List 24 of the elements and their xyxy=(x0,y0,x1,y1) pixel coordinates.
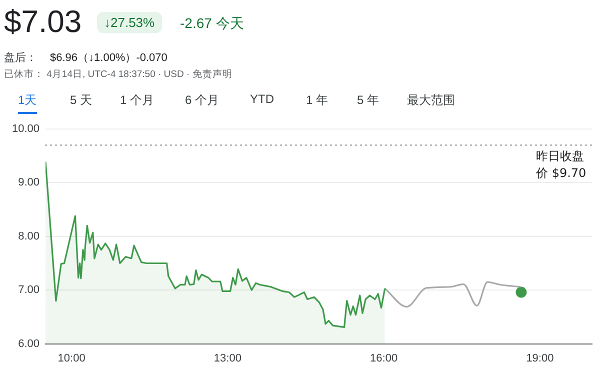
x-tick-label: 19:00 xyxy=(526,352,554,364)
x-tick-label: 16:00 xyxy=(370,352,398,364)
text: ↓27.53% xyxy=(97,12,162,33)
y-tick-label: 8.00 xyxy=(18,230,40,242)
text: YTD xyxy=(250,92,274,106)
x-tick-label: 13:00 xyxy=(214,352,242,364)
text: 1 个月 xyxy=(120,92,154,109)
text: 已休市： 4月14日, UTC-4 18:37:50 · USD · 免责声明 xyxy=(4,68,232,81)
text: -2.67 今天 xyxy=(180,15,244,33)
y-tick-label: 9.00 xyxy=(18,176,40,189)
x-tick-label: 10:00 xyxy=(58,352,86,364)
y-tick-label: 6.00 xyxy=(18,338,40,350)
text: 最大范围 xyxy=(407,92,455,109)
text: 1天 xyxy=(18,92,37,114)
y-tick-label: 7.00 xyxy=(18,284,40,296)
text: 1 年 xyxy=(306,92,328,109)
text: 5 年 xyxy=(357,92,380,109)
y-tick-label: 10.00 xyxy=(12,123,40,136)
text: $6.96（↓1.00%）-0.070 xyxy=(50,51,168,65)
text: 5 天 xyxy=(70,92,92,109)
text: 6 个月 xyxy=(185,92,220,109)
text: 盘后： xyxy=(4,51,37,65)
chart-title: $7.03 xyxy=(4,4,82,40)
ref-line-label: 昨日收盘价 $9.70 xyxy=(535,149,586,180)
